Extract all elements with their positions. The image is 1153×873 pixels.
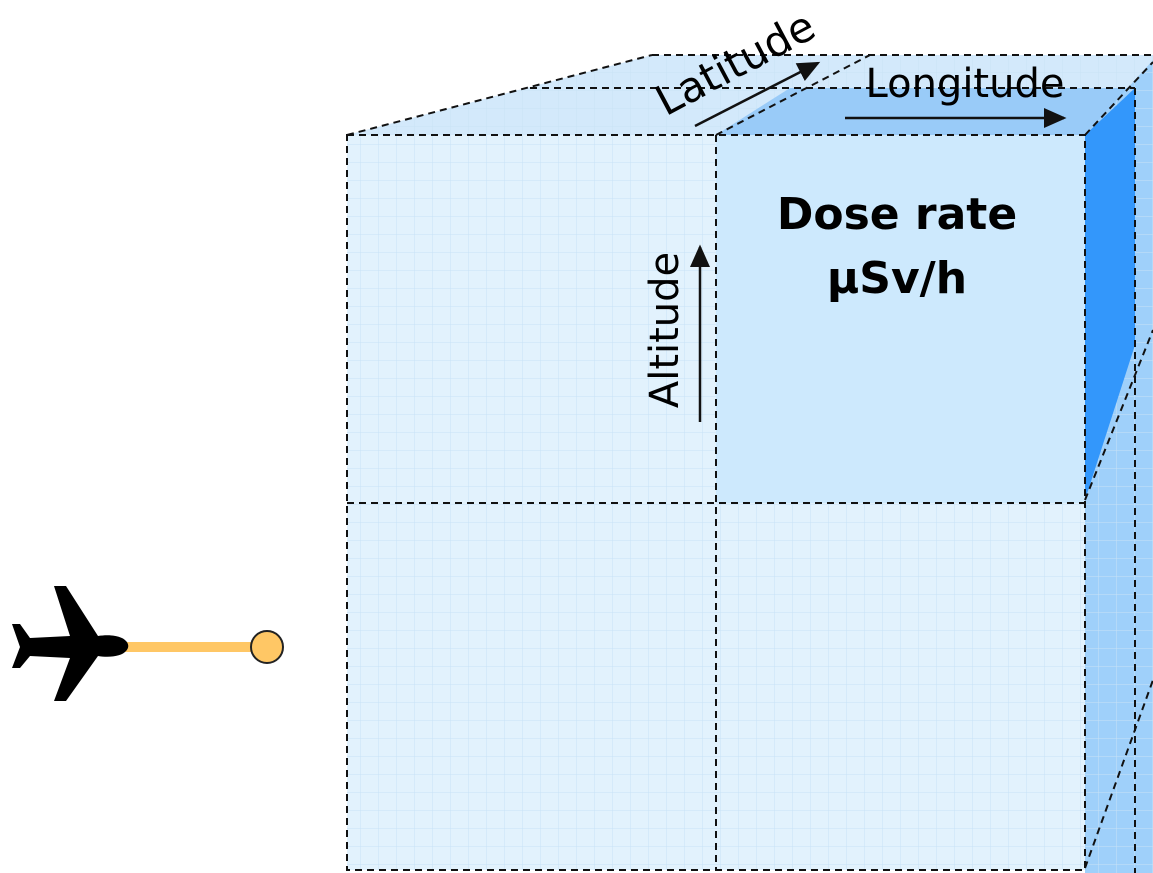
- dose-rate-label: Dose rate: [777, 189, 1017, 240]
- top-highlight-cell: [716, 88, 1135, 135]
- cube-edges: [346, 54, 1153, 873]
- altitude-label: Altitude: [642, 252, 688, 408]
- track-point: [250, 630, 284, 664]
- front-highlight-cell: [716, 135, 1085, 503]
- latitude-arrow: [694, 61, 821, 128]
- longitude-label: Longitude: [866, 61, 1065, 107]
- airplane-icon: [12, 586, 129, 701]
- right-highlight-cell: [1085, 88, 1135, 500]
- unit-label: μSv/h: [827, 253, 967, 304]
